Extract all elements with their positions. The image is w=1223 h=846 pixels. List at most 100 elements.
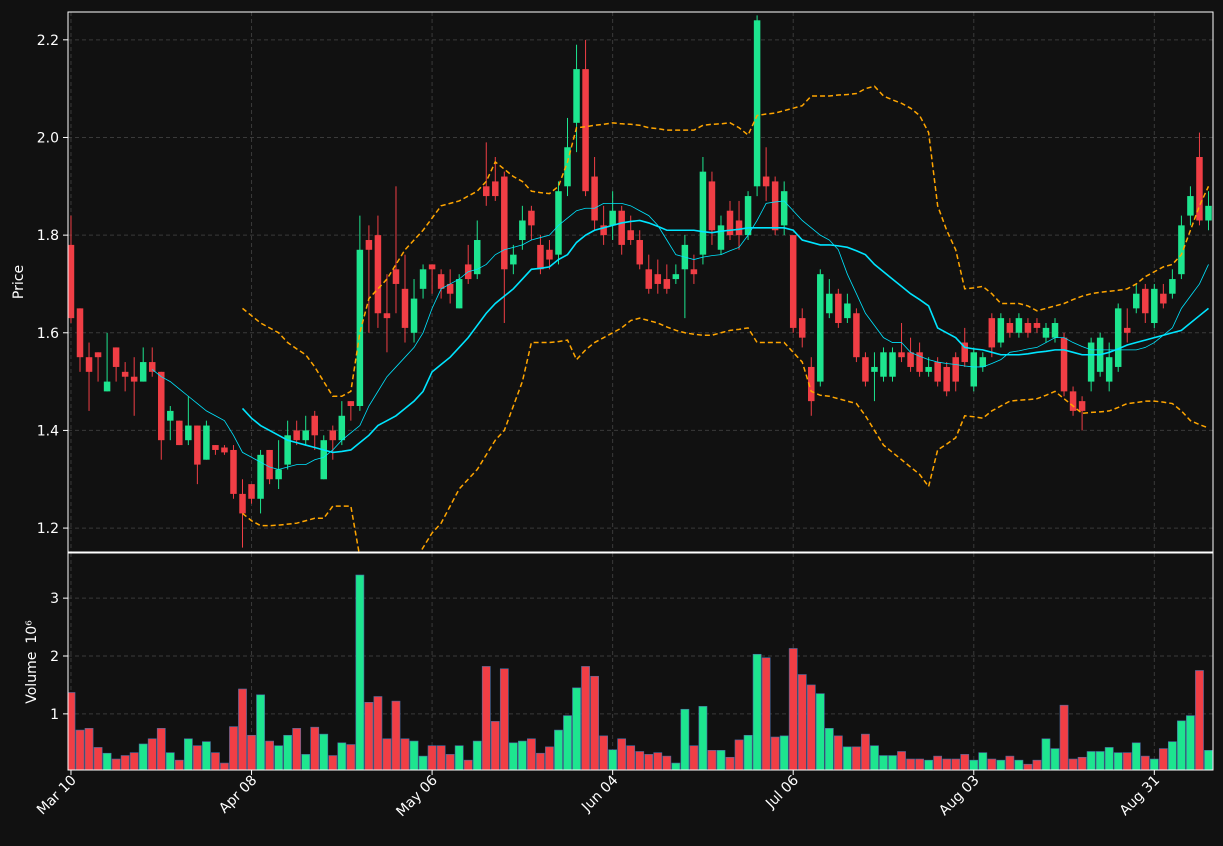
candle-body [762, 176, 770, 187]
candle-body [338, 415, 346, 441]
volume-bar [554, 729, 563, 770]
candle-body [546, 249, 553, 260]
volume-bar [572, 687, 581, 770]
candle-body [672, 274, 680, 280]
volume-bar [698, 706, 708, 770]
volume-bar [662, 755, 672, 770]
volume-bar [852, 746, 861, 770]
volume-bar [1005, 755, 1015, 770]
indicator-line [151, 200, 1209, 470]
candle-body [826, 293, 833, 314]
volume-bar [436, 745, 446, 770]
volume-bar [1086, 751, 1096, 770]
candle-body [1151, 288, 1158, 324]
candle-body [230, 449, 237, 494]
candle-body [483, 186, 490, 197]
volume-bar [508, 742, 518, 770]
candle-body [257, 454, 264, 499]
candle-body [212, 445, 219, 450]
volume-bar [1077, 756, 1087, 770]
y-tick-label: 1.2 [37, 521, 59, 537]
y-axis-label-text: Volume [24, 652, 40, 704]
volume-frame [67, 552, 1214, 771]
volume-bar [1041, 738, 1051, 770]
y-tick-label: 2.2 [37, 33, 59, 49]
candle-body [392, 269, 400, 284]
candle-body [221, 447, 228, 453]
candle-body [952, 357, 959, 382]
candle-body [753, 20, 761, 187]
volume-bar [743, 734, 753, 770]
y-tick-label: 3 [50, 591, 59, 607]
candle-body [961, 342, 968, 363]
volume-bar [328, 755, 338, 770]
candle-body [663, 279, 671, 289]
candle-body [979, 357, 987, 367]
candle-body [121, 371, 129, 377]
candle-body [1042, 327, 1050, 338]
candle-body [582, 69, 589, 192]
candle-body [600, 225, 607, 236]
candle-body [176, 420, 183, 446]
volume-bar [599, 735, 608, 770]
candle-body [365, 240, 373, 250]
candle-body [103, 381, 111, 392]
y-tick-label: 1 [50, 707, 59, 723]
volume-bar [725, 756, 735, 770]
volume-bar [1140, 755, 1150, 770]
candle-body [1205, 205, 1212, 221]
candle-body [76, 308, 84, 358]
volume-bar [1059, 704, 1069, 770]
volume-bar [518, 740, 527, 770]
volume-bar [843, 746, 852, 770]
candle-body [501, 176, 508, 270]
candle-body [419, 269, 427, 289]
y-axis-label: Price [11, 265, 27, 299]
candle-body [401, 288, 409, 328]
volume-bar [183, 738, 193, 770]
volume-bar [815, 693, 825, 770]
candle-body [428, 264, 436, 270]
volume-bar [1095, 751, 1105, 770]
candle-body [880, 352, 887, 377]
volume-bar [310, 726, 320, 770]
volume-bar [788, 648, 798, 770]
candle-body [284, 435, 291, 465]
volume-bar [1068, 758, 1078, 770]
volume-bar [274, 745, 283, 770]
candle-body [853, 313, 860, 358]
candle-body [943, 366, 950, 392]
candle-body [68, 244, 75, 319]
volume-bar [1104, 747, 1114, 770]
volume-bar [481, 666, 491, 770]
volume-bar [942, 758, 952, 770]
candle-body [492, 181, 499, 197]
candle-body [780, 191, 788, 226]
candle-body [717, 225, 725, 250]
candle-body [627, 230, 634, 241]
volume-bar [1149, 758, 1159, 770]
candle-body [988, 318, 996, 348]
volume-bar [734, 739, 744, 770]
candle-body [573, 69, 580, 123]
candle-body [1069, 391, 1077, 411]
candle-body [1196, 157, 1203, 221]
volume-bar [960, 754, 970, 770]
volume-bar [202, 741, 211, 770]
volume-bar [671, 762, 681, 770]
candle-body [1114, 308, 1122, 367]
y-offset-text: 10⁶ [24, 620, 40, 644]
candle-body [519, 220, 526, 241]
candle-body [1178, 225, 1185, 275]
volume-bar [581, 666, 590, 770]
volume-bar [454, 745, 464, 770]
candle-body [636, 240, 643, 265]
candle-body [85, 357, 93, 372]
candle-body [239, 493, 246, 514]
y-tick-label: 1.4 [37, 423, 59, 439]
volume-bar [418, 755, 428, 770]
indicator-line [241, 219, 1209, 454]
candle-body [528, 210, 535, 226]
candle-body [203, 425, 210, 460]
volume-bar [915, 758, 924, 770]
